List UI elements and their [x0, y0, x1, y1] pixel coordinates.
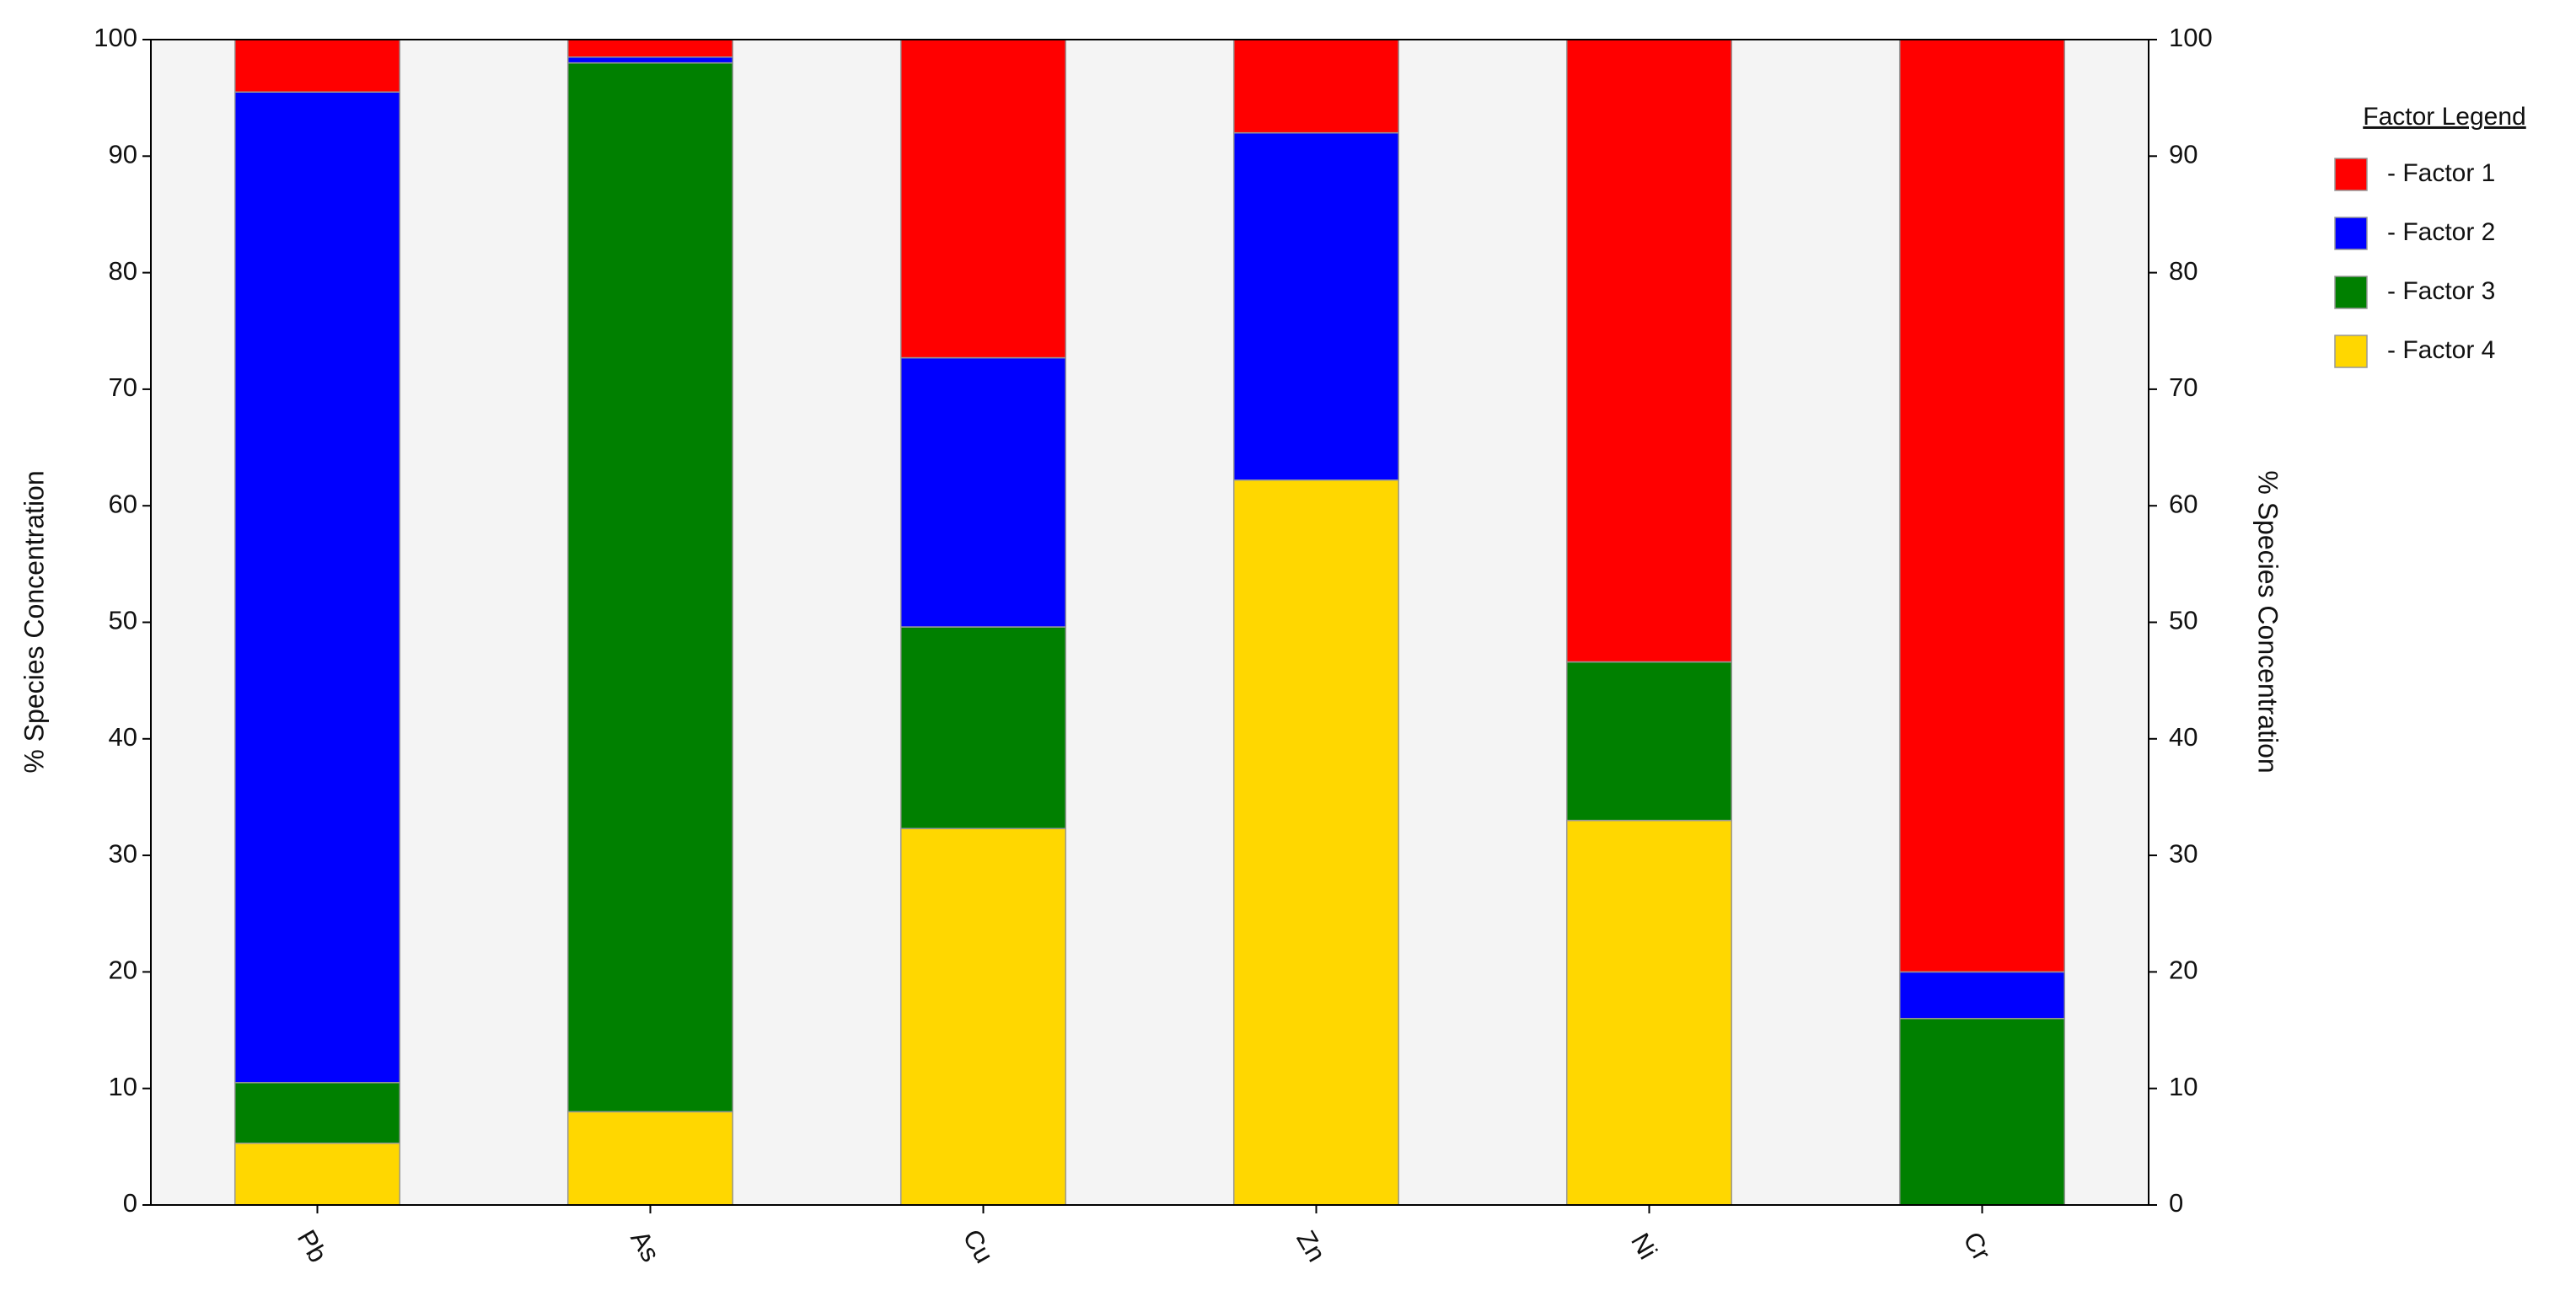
- y-tick-label: 60: [109, 489, 137, 518]
- x-tick-label: Pb: [292, 1225, 333, 1267]
- y-tick-label: 10: [109, 1072, 137, 1101]
- bar-segment: [899, 39, 1067, 359]
- bar-segment: [1232, 479, 1400, 1206]
- legend-label: - Factor 4: [2387, 336, 2495, 364]
- x-tick-label: Cu: [957, 1224, 999, 1268]
- y2-tick-label: 30: [2169, 838, 2198, 868]
- y2-tick-label: 20: [2169, 956, 2198, 985]
- legend-swatch: [2334, 158, 2368, 191]
- x-tick-label: Cr: [1957, 1227, 1997, 1266]
- bar-segment: [233, 91, 401, 1084]
- y-tick-label: 40: [109, 722, 137, 752]
- y-tick-label: 0: [123, 1188, 137, 1218]
- y2-tick-label: 90: [2169, 139, 2198, 169]
- y2-tick-label: 70: [2169, 372, 2198, 402]
- y2-tick-label: 40: [2169, 722, 2198, 752]
- bar-segment: [899, 626, 1067, 830]
- bar-segment: [1898, 971, 2066, 1020]
- y-tick-label: 70: [109, 372, 137, 402]
- y-tick-label: 20: [109, 956, 137, 985]
- legend-swatch: [2334, 217, 2368, 250]
- bar-segment: [233, 1082, 401, 1144]
- bar-segment: [1898, 39, 2066, 973]
- bar-segment: [1232, 39, 1400, 134]
- legend-title: Factor Legend: [2363, 103, 2525, 131]
- bar-segment: [1565, 819, 1733, 1206]
- bar-segment: [566, 62, 734, 1113]
- bar-segment: [566, 39, 734, 58]
- bar-segment: [566, 1111, 734, 1206]
- bar-segment: [1565, 39, 1733, 663]
- legend-label: - Factor 2: [2387, 218, 2495, 246]
- bar-segment: [233, 1142, 401, 1206]
- y2-tick-label: 100: [2169, 23, 2213, 52]
- y-tick-label: 100: [94, 23, 137, 52]
- y-tick-label: 90: [109, 139, 137, 169]
- legend-label: - Factor 3: [2387, 277, 2495, 305]
- bar-segment: [899, 356, 1067, 628]
- x-tick-label: Ni: [1625, 1228, 1663, 1264]
- y-tick-label: 50: [109, 606, 137, 635]
- y2-axis-title: % Species Concentration: [2253, 470, 2284, 773]
- y2-tick-label: 60: [2169, 489, 2198, 518]
- y2-tick-label: 80: [2169, 256, 2198, 286]
- bar-segment: [566, 56, 734, 64]
- y-tick-label: 30: [109, 838, 137, 868]
- bar-segment: [1565, 661, 1733, 822]
- bar-segment: [1898, 1017, 2066, 1206]
- bar-segment: [233, 39, 401, 93]
- x-tick-label: Zn: [1291, 1225, 1331, 1266]
- plot-area: [151, 40, 2149, 1205]
- y2-tick-label: 10: [2169, 1072, 2198, 1101]
- y2-tick-label: 50: [2169, 606, 2198, 635]
- bar-segment: [899, 827, 1067, 1206]
- x-tick-label: As: [625, 1225, 665, 1266]
- legend-label: - Factor 1: [2387, 159, 2495, 187]
- y2-tick-label: 0: [2169, 1188, 2183, 1218]
- y-axis-title: % Species Concentration: [19, 470, 49, 773]
- legend-swatch: [2334, 276, 2368, 309]
- y-tick-label: 80: [109, 256, 137, 286]
- legend-swatch: [2334, 335, 2368, 368]
- bar-segment: [1232, 131, 1400, 481]
